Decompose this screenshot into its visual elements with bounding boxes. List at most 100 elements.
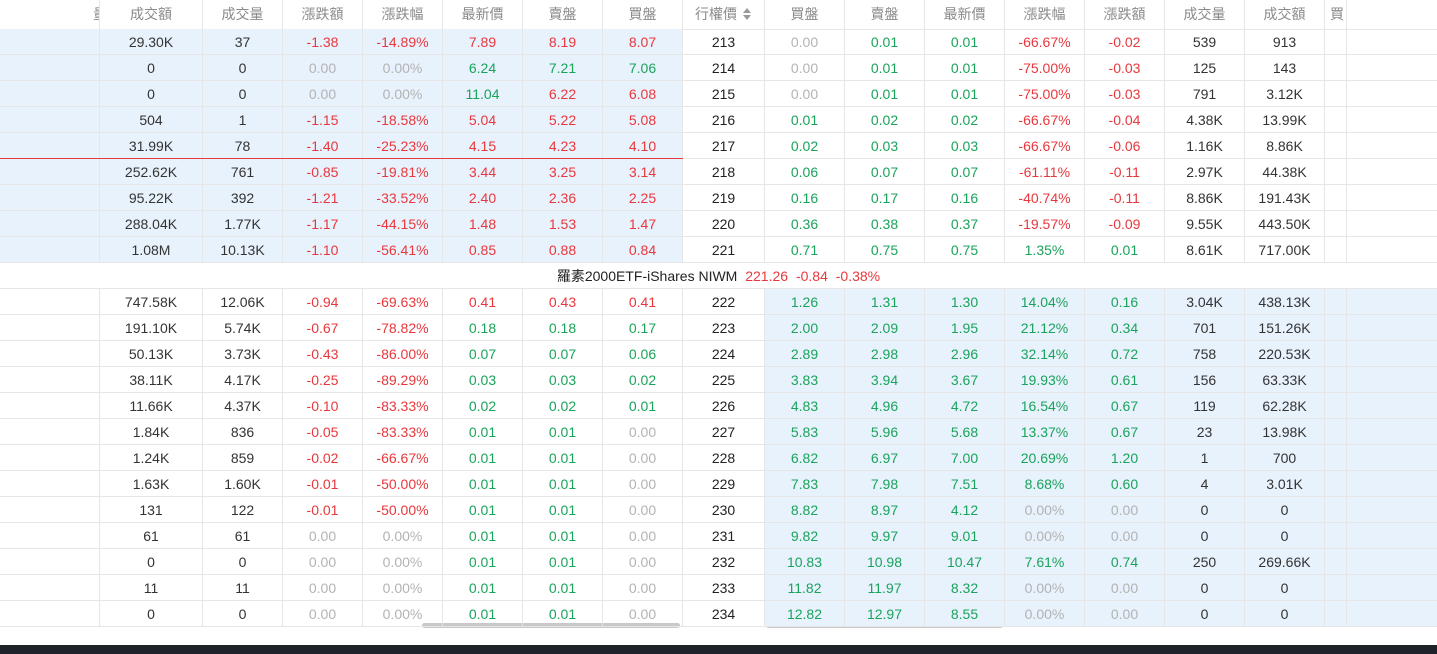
cell	[0, 445, 100, 471]
call-cell: 0.02	[443, 393, 523, 419]
put-cell: 119	[1165, 393, 1245, 419]
call-cell: 11.66K	[100, 393, 203, 419]
put-cell: 44.38K	[1245, 159, 1325, 185]
call-cell: 0.00	[283, 523, 363, 549]
underlying-row: 羅素2000ETF-iShares NIWM 221.26 -0.84 -0.3…	[0, 263, 1437, 289]
call-cell: 0.00	[283, 81, 363, 107]
put-cell: 8.82	[765, 497, 845, 523]
call-cell: -25.23%	[363, 133, 443, 159]
cell	[1347, 55, 1437, 81]
strike: 215	[683, 81, 765, 107]
put-cell: 0.00	[765, 55, 845, 81]
strike: 217	[683, 133, 765, 159]
call-cell: 504	[100, 107, 203, 133]
header-label: 量	[93, 0, 99, 29]
call-cell: 0.01	[443, 419, 523, 445]
call-cell: 0.01	[443, 575, 523, 601]
scrollbar[interactable]	[422, 623, 680, 628]
call-cell: 1.84K	[100, 419, 203, 445]
put-cell: 758	[1165, 341, 1245, 367]
column-header: 成交額	[1245, 0, 1325, 30]
call-cell: 859	[203, 445, 283, 471]
column-header[interactable]: 行權價	[683, 0, 765, 30]
cell	[0, 523, 100, 549]
call-cell: 0.01	[523, 445, 603, 471]
call-cell: 0	[100, 81, 203, 107]
put-cell: 3.83	[765, 367, 845, 393]
call-cell: 0.01	[443, 497, 523, 523]
header-label: 最新價	[461, 6, 504, 22]
put-cell: -66.67%	[1005, 133, 1085, 159]
cell	[0, 289, 100, 315]
header-filler	[1347, 0, 1437, 30]
put-cell: 0	[1245, 601, 1325, 627]
call-cell: 0.00%	[363, 575, 443, 601]
call-cell: 0.85	[443, 237, 523, 263]
call-cell: 3.25	[523, 159, 603, 185]
put-cell: 0.75	[925, 237, 1005, 263]
call-cell: 1.77K	[203, 211, 283, 237]
call-cell: 0.01	[523, 601, 603, 627]
column-header: 買	[1325, 0, 1347, 30]
cell	[1325, 211, 1347, 237]
cell	[0, 55, 100, 81]
call-cell: 0.18	[523, 315, 603, 341]
put-cell: 1.95	[925, 315, 1005, 341]
call-cell: 1.63K	[100, 471, 203, 497]
put-cell: -75.00%	[1005, 81, 1085, 107]
put-cell: 1	[1165, 445, 1245, 471]
strike: 223	[683, 315, 765, 341]
call-cell: 50.13K	[100, 341, 203, 367]
call-cell: -0.05	[283, 419, 363, 445]
call-cell: -33.52%	[363, 185, 443, 211]
put-cell: 0	[1245, 575, 1325, 601]
put-cell: 14.04%	[1005, 289, 1085, 315]
cell	[1347, 159, 1437, 185]
put-cell: 2.09	[845, 315, 925, 341]
cell	[1347, 471, 1437, 497]
put-cell: 700	[1245, 445, 1325, 471]
cell	[0, 601, 100, 627]
strike: 228	[683, 445, 765, 471]
put-cell: 4.12	[925, 497, 1005, 523]
call-cell: 5.08	[603, 107, 683, 133]
put-cell: 13.99K	[1245, 107, 1325, 133]
call-cell: 8.19	[523, 29, 603, 55]
put-cell: 250	[1165, 549, 1245, 575]
call-cell: 0.01	[443, 549, 523, 575]
put-cell: 0.00	[1085, 601, 1165, 627]
strike: 219	[683, 185, 765, 211]
call-cell: 0.03	[443, 367, 523, 393]
sort-icon[interactable]	[742, 7, 752, 21]
cell	[1325, 367, 1347, 393]
put-cell: 0.67	[1085, 393, 1165, 419]
strike: 234	[683, 601, 765, 627]
call-cell: -0.94	[283, 289, 363, 315]
put-cell: -0.02	[1085, 29, 1165, 55]
call-cell: 0	[100, 601, 203, 627]
put-cell: 7.51	[925, 471, 1005, 497]
header-label: 漲跌幅	[381, 6, 424, 22]
cell	[0, 107, 100, 133]
strike: 221	[683, 237, 765, 263]
call-cell: 11	[100, 575, 203, 601]
call-cell: 0.07	[443, 341, 523, 367]
call-cell: -0.85	[283, 159, 363, 185]
put-cell: 191.43K	[1245, 185, 1325, 211]
call-cell: 0.84	[603, 237, 683, 263]
cell	[1325, 471, 1347, 497]
put-cell: 438.13K	[1245, 289, 1325, 315]
underlying-change: -0.84	[795, 268, 828, 284]
put-cell: 0.36	[765, 211, 845, 237]
call-cell: 0.00	[283, 55, 363, 81]
put-cell: 3.67	[925, 367, 1005, 393]
cell	[0, 133, 100, 159]
put-cell: 2.00	[765, 315, 845, 341]
cell	[1325, 549, 1347, 575]
cell	[0, 211, 100, 237]
put-cell: 0	[1165, 497, 1245, 523]
call-cell: -86.00%	[363, 341, 443, 367]
call-cell: 38.11K	[100, 367, 203, 393]
call-cell: 78	[203, 133, 283, 159]
cell	[1325, 523, 1347, 549]
